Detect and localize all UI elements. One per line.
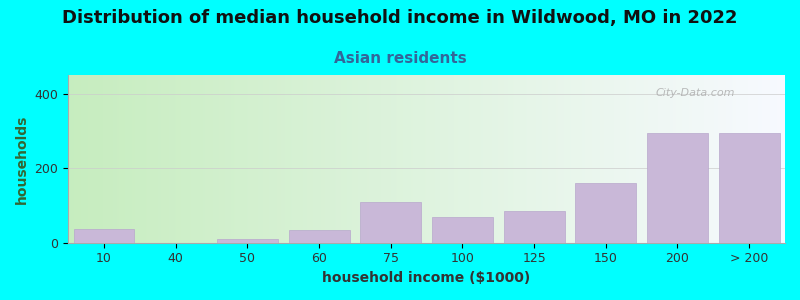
Y-axis label: households: households (15, 114, 29, 203)
Text: City-Data.com: City-Data.com (656, 88, 735, 98)
Bar (575, 183, 636, 243)
Bar (718, 133, 780, 243)
Text: Asian residents: Asian residents (334, 51, 466, 66)
Bar (217, 239, 278, 243)
Text: Distribution of median household income in Wildwood, MO in 2022: Distribution of median household income … (62, 9, 738, 27)
X-axis label: household income ($1000): household income ($1000) (322, 271, 530, 285)
Bar (432, 218, 493, 243)
Bar (504, 211, 565, 243)
Bar (74, 229, 134, 243)
Bar (647, 133, 708, 243)
Bar (360, 202, 422, 243)
Bar (289, 230, 350, 243)
